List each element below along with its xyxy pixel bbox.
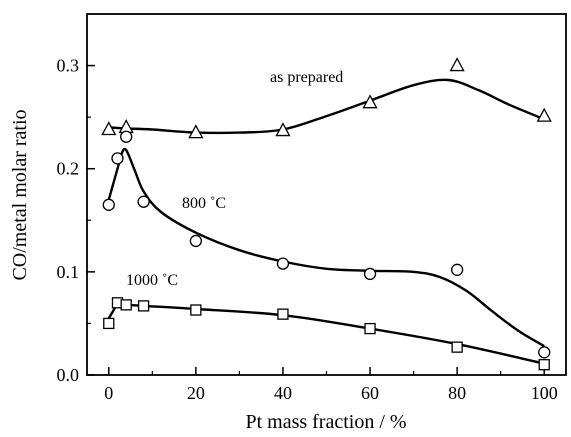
data-point-triangle (275, 122, 291, 137)
labels: as prepared 800 ˚C 1000 ˚C (126, 69, 343, 289)
curves (107, 78, 545, 365)
x-tick-label: 80 (448, 383, 466, 403)
data-point-square (277, 308, 289, 320)
x-tick-label: 100 (531, 383, 558, 403)
data-point-triangle (101, 121, 117, 136)
y-axis-label: CO/metal molar ratio (9, 109, 31, 280)
data-point-triangle (188, 124, 204, 139)
y-tick-label: 0.3 (57, 56, 80, 76)
annotation-as-prepared: as prepared (270, 69, 343, 86)
x-axis-label: Pt mass fraction / % (245, 411, 406, 433)
x-tick-label: 0 (104, 383, 113, 403)
y-tick-label: 0.2 (57, 159, 80, 179)
data-point-circle (102, 198, 115, 211)
annotation-1000c: 1000 ˚C (126, 272, 178, 289)
data-point-square (364, 322, 376, 335)
data-point-circle (111, 152, 124, 165)
series-line-as-prepared (108, 78, 545, 135)
y-tick-label: 0.0 (57, 365, 80, 385)
data-point-circle (276, 257, 290, 270)
data-point-circle (363, 267, 377, 281)
data-point-circle (189, 234, 203, 248)
series-line-800c (107, 147, 545, 348)
markers (101, 57, 552, 371)
data-point-circle (450, 263, 464, 276)
data-point-triangle (449, 57, 465, 72)
data-point-circle (137, 195, 150, 208)
x-tick-label: 20 (187, 383, 205, 403)
x-tick-label: 60 (361, 383, 379, 403)
x-tick-label: 40 (274, 383, 292, 403)
data-point-triangle (362, 94, 378, 109)
data-point-circle (120, 130, 133, 143)
ticks: 0 20 40 60 80 100 0.0 0.1 0.2 0.3 (57, 56, 558, 403)
data-point-circle (538, 346, 551, 359)
data-point-square (137, 300, 150, 312)
data-point-square (120, 299, 132, 311)
data-point-square (103, 317, 115, 330)
data-point-triangle (536, 107, 552, 122)
annotation-800c: 800 ˚C (182, 195, 226, 212)
data-point-square (538, 359, 550, 371)
series-line-1000c (107, 303, 545, 365)
data-point-square (451, 341, 463, 353)
data-point-square (190, 304, 202, 316)
y-tick-label: 0.1 (57, 262, 80, 282)
